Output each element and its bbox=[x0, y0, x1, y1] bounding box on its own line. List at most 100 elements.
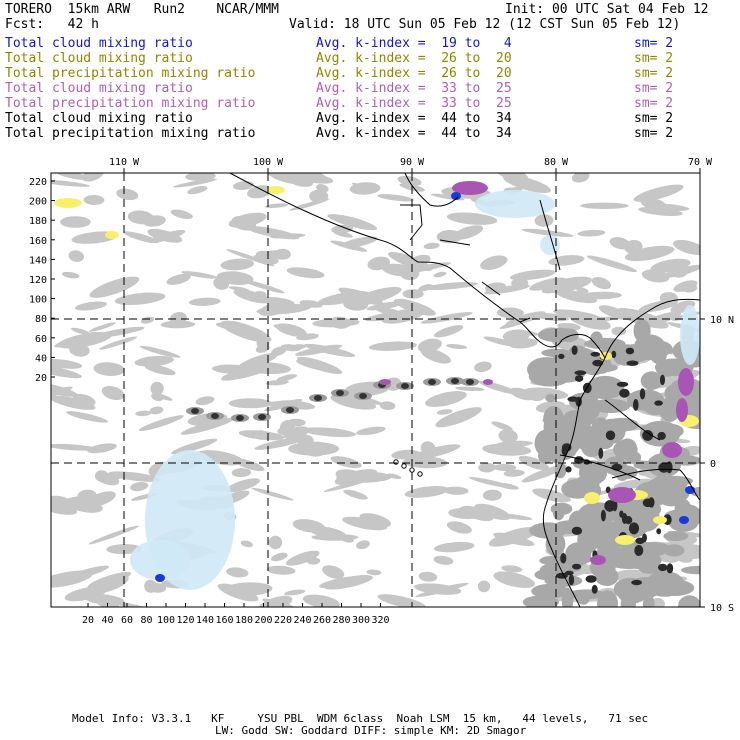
precip-core bbox=[619, 388, 630, 398]
cloud-area bbox=[474, 361, 492, 373]
blue-core bbox=[679, 516, 689, 524]
coastline bbox=[229, 173, 606, 359]
cloud-area bbox=[388, 251, 433, 272]
y-tick-label: 180 bbox=[29, 216, 47, 227]
cloud-area bbox=[217, 583, 259, 602]
precip-core bbox=[616, 381, 629, 387]
cloud-area bbox=[477, 580, 491, 593]
x-tick-label: 40 bbox=[101, 615, 113, 626]
y-tick-label: 40 bbox=[35, 353, 47, 364]
precip-core bbox=[561, 443, 572, 452]
cloud-area bbox=[634, 542, 670, 553]
cloud-area bbox=[497, 483, 519, 490]
cloud-area bbox=[302, 594, 340, 607]
cloud-area bbox=[534, 214, 554, 227]
cloud-area bbox=[240, 540, 253, 548]
cloud-area bbox=[108, 471, 162, 482]
cloud-area bbox=[187, 185, 208, 195]
cloud-area bbox=[88, 322, 116, 332]
x-tick-label: 220 bbox=[274, 615, 292, 626]
coastline bbox=[611, 468, 700, 501]
run-title: TORERO 15km ARW Run2 NCAR/MMM bbox=[5, 2, 279, 17]
precip-core bbox=[592, 359, 604, 367]
precip-core bbox=[626, 360, 639, 366]
cloud-area bbox=[544, 424, 560, 451]
legend-kindex: Avg. k-index = 19 to 4 bbox=[316, 36, 512, 51]
cloud-area bbox=[215, 322, 247, 331]
cloud-area bbox=[322, 565, 345, 579]
y-tick-label: 100 bbox=[29, 295, 47, 306]
cloud-area bbox=[402, 289, 424, 299]
blue-core bbox=[451, 192, 461, 200]
cloud-area bbox=[532, 488, 571, 503]
cloud-area bbox=[548, 255, 585, 266]
legend-sm: sm= 2 bbox=[634, 81, 674, 96]
cloud-area bbox=[680, 565, 700, 575]
cloud-area bbox=[266, 565, 296, 575]
cloud-area bbox=[368, 341, 417, 351]
x-tick-label: 160 bbox=[215, 615, 233, 626]
longitude-label: 100 W bbox=[253, 157, 284, 168]
cloud-area bbox=[408, 444, 461, 460]
legend-name: Total cloud mixing ratio bbox=[5, 81, 193, 96]
cloud-area bbox=[70, 327, 90, 335]
cloud-area bbox=[327, 214, 378, 231]
cloud-area bbox=[93, 362, 125, 376]
cloud-area bbox=[575, 474, 600, 493]
x-tick-label: 240 bbox=[293, 615, 311, 626]
purple-cloud bbox=[452, 181, 488, 195]
precip-core bbox=[666, 563, 674, 574]
precip-core bbox=[451, 378, 459, 384]
cloud-area bbox=[286, 418, 306, 427]
precip-core bbox=[572, 563, 582, 570]
cloud-area bbox=[98, 602, 120, 607]
cloud-area bbox=[584, 365, 604, 376]
cloud-area bbox=[638, 206, 683, 217]
cloud-area bbox=[643, 311, 682, 326]
cloud-area bbox=[678, 595, 700, 607]
coastline bbox=[604, 298, 700, 359]
cloud-area bbox=[480, 255, 508, 270]
precip-core bbox=[286, 407, 294, 413]
y-tick-label: 20 bbox=[35, 373, 47, 384]
cloud-area bbox=[153, 393, 173, 401]
cloud-area bbox=[590, 398, 631, 414]
cloud-area bbox=[264, 203, 289, 209]
cloud-area bbox=[493, 571, 536, 588]
cloud-area bbox=[611, 326, 627, 336]
precip-core bbox=[600, 509, 606, 522]
cloud-area bbox=[673, 504, 700, 529]
cloud-area bbox=[303, 343, 356, 357]
cloud-area bbox=[51, 363, 82, 379]
yellow-cloud bbox=[105, 231, 119, 239]
precip-core bbox=[558, 353, 565, 359]
longitude-label: 80 W bbox=[544, 157, 569, 168]
cloud-area bbox=[149, 406, 164, 415]
blue-cloud bbox=[475, 190, 555, 218]
cloud-area bbox=[356, 540, 370, 550]
cloud-area bbox=[531, 583, 569, 599]
country-border bbox=[559, 454, 641, 481]
cloud-area bbox=[238, 430, 285, 441]
cloud-area bbox=[225, 478, 261, 493]
cloud-area bbox=[377, 194, 415, 202]
init-time: Init: 00 UTC Sat 04 Feb 12 bbox=[505, 2, 709, 17]
purple-cloud bbox=[483, 379, 493, 385]
cloud-area bbox=[297, 356, 343, 375]
cloud-area bbox=[670, 300, 696, 314]
island bbox=[393, 459, 399, 465]
purple-cloud bbox=[662, 442, 682, 458]
cloud-area bbox=[226, 567, 249, 578]
legend-sm: sm= 2 bbox=[634, 111, 674, 126]
country-border bbox=[400, 204, 423, 241]
legend-sm: sm= 2 bbox=[634, 126, 674, 141]
cloud-area bbox=[138, 415, 184, 432]
legend-sm: sm= 2 bbox=[634, 51, 674, 66]
cloud-area bbox=[264, 398, 303, 412]
cloud-area bbox=[286, 267, 325, 279]
precip-core bbox=[605, 430, 616, 441]
cloud-area bbox=[355, 426, 386, 436]
cloud-area bbox=[228, 212, 267, 228]
cloud-area bbox=[377, 594, 426, 607]
cloud-area bbox=[231, 468, 252, 478]
